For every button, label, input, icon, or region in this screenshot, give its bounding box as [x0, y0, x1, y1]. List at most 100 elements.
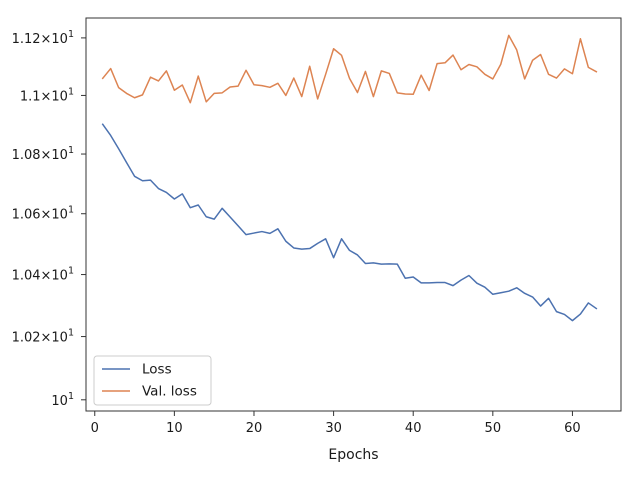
data-point-val-loss-60: [571, 73, 573, 75]
data-point-val-loss-10: [173, 89, 175, 91]
x-tick-label-10: 10: [166, 421, 183, 436]
data-point-loss-44: [444, 281, 446, 283]
data-point-val-loss-27: [309, 65, 311, 67]
data-point-loss-27: [309, 247, 311, 249]
data-point-loss-41: [420, 282, 422, 284]
data-point-val-loss-1: [102, 77, 104, 79]
data-point-loss-40: [412, 276, 414, 278]
data-point-loss-38: [396, 263, 398, 265]
data-point-val-loss-31: [340, 54, 342, 56]
data-point-val-loss-4: [125, 92, 127, 94]
data-point-loss-12: [189, 207, 191, 209]
data-point-loss-8: [157, 187, 159, 189]
data-point-val-loss-38: [396, 92, 398, 94]
x-tick-label-50: 50: [485, 421, 502, 436]
data-point-loss-48: [476, 282, 478, 284]
data-point-loss-34: [364, 262, 366, 264]
data-point-loss-59: [563, 313, 565, 315]
data-point-val-loss-50: [492, 78, 494, 80]
data-point-val-loss-30: [332, 48, 334, 50]
data-point-loss-28: [316, 242, 318, 244]
data-point-loss-37: [388, 263, 390, 265]
x-tick-label-20: 20: [246, 421, 263, 436]
data-point-loss-31: [340, 238, 342, 240]
y-tick-label-10-4: 1.04×101: [12, 266, 74, 284]
series-line-loss: [101, 123, 598, 322]
data-point-loss-9: [165, 191, 167, 193]
data-point-loss-6: [141, 180, 143, 182]
data-point-val-loss-15: [213, 92, 215, 94]
data-point-val-loss-19: [245, 69, 247, 71]
data-point-loss-58: [555, 310, 557, 312]
data-point-val-loss-63: [595, 71, 597, 73]
data-point-val-loss-62: [587, 66, 589, 68]
data-point-loss-25: [293, 247, 295, 249]
legend-label-val-loss: Val. loss: [142, 384, 197, 400]
data-point-val-loss-37: [388, 72, 390, 74]
data-point-val-loss-26: [301, 95, 303, 97]
data-point-loss-43: [436, 281, 438, 283]
data-point-val-loss-43: [436, 62, 438, 64]
data-point-val-loss-8: [157, 80, 159, 82]
data-point-loss-26: [301, 248, 303, 250]
data-point-val-loss-57: [547, 73, 549, 75]
data-point-loss-4: [125, 161, 127, 163]
data-point-val-loss-14: [205, 101, 207, 103]
data-point-loss-47: [468, 274, 470, 276]
data-point-val-loss-29: [324, 73, 326, 75]
data-point-val-loss-36: [380, 70, 382, 72]
data-point-val-loss-5: [133, 97, 135, 99]
data-point-val-loss-46: [460, 69, 462, 71]
data-point-loss-1: [102, 123, 104, 125]
data-point-loss-51: [500, 292, 502, 294]
data-point-val-loss-44: [444, 62, 446, 64]
data-point-loss-18: [237, 225, 239, 227]
data-point-val-loss-23: [277, 82, 279, 84]
y-axis: 101 1.02×101 1.04×101 1.06×101 1.08×101 1.1×1…: [12, 29, 86, 409]
data-point-loss-61: [579, 313, 581, 315]
data-point-loss-21: [261, 230, 263, 232]
data-point-loss-54: [523, 292, 525, 294]
data-point-val-loss-24: [285, 94, 287, 96]
data-point-val-loss-52: [508, 34, 510, 36]
data-point-val-loss-6: [141, 94, 143, 96]
data-point-val-loss-12: [189, 102, 191, 104]
legend: Loss Val. loss: [93, 355, 212, 406]
data-point-loss-50: [492, 293, 494, 295]
data-point-val-loss-25: [293, 77, 295, 79]
x-axis-label: Epochs: [328, 447, 378, 463]
data-point-val-loss-11: [181, 84, 183, 86]
data-point-val-loss-47: [468, 63, 470, 65]
data-point-loss-19: [245, 233, 247, 235]
data-point-val-loss-35: [372, 95, 374, 97]
data-point-val-loss-51: [500, 63, 502, 65]
data-point-val-loss-32: [348, 77, 350, 79]
data-point-val-loss-56: [539, 53, 541, 55]
data-point-loss-11: [181, 193, 183, 195]
data-point-loss-62: [587, 302, 589, 304]
data-point-loss-13: [197, 204, 199, 206]
data-point-loss-20: [253, 232, 255, 234]
x-tick-label-30: 30: [325, 421, 342, 436]
data-point-val-loss-2: [109, 67, 111, 69]
series-layer: [101, 34, 598, 322]
data-point-val-loss-18: [237, 85, 239, 87]
data-point-loss-16: [221, 207, 223, 209]
data-point-loss-7: [149, 179, 151, 181]
plot-frame: [85, 17, 622, 412]
y-tick-label-10: 101: [51, 391, 74, 409]
data-point-val-loss-16: [221, 92, 223, 94]
y-tick-label-11: 1.1×101: [20, 86, 74, 104]
data-point-loss-3: [117, 148, 119, 150]
data-point-val-loss-34: [364, 70, 366, 72]
data-point-loss-35: [372, 262, 374, 264]
data-point-loss-36: [380, 263, 382, 265]
data-point-val-loss-20: [253, 84, 255, 86]
data-point-loss-57: [547, 297, 549, 299]
x-tick-label-0: 0: [91, 421, 99, 436]
data-point-val-loss-40: [412, 93, 414, 95]
data-point-loss-63: [595, 307, 597, 309]
data-point-val-loss-55: [531, 59, 533, 61]
data-point-loss-5: [133, 175, 135, 177]
